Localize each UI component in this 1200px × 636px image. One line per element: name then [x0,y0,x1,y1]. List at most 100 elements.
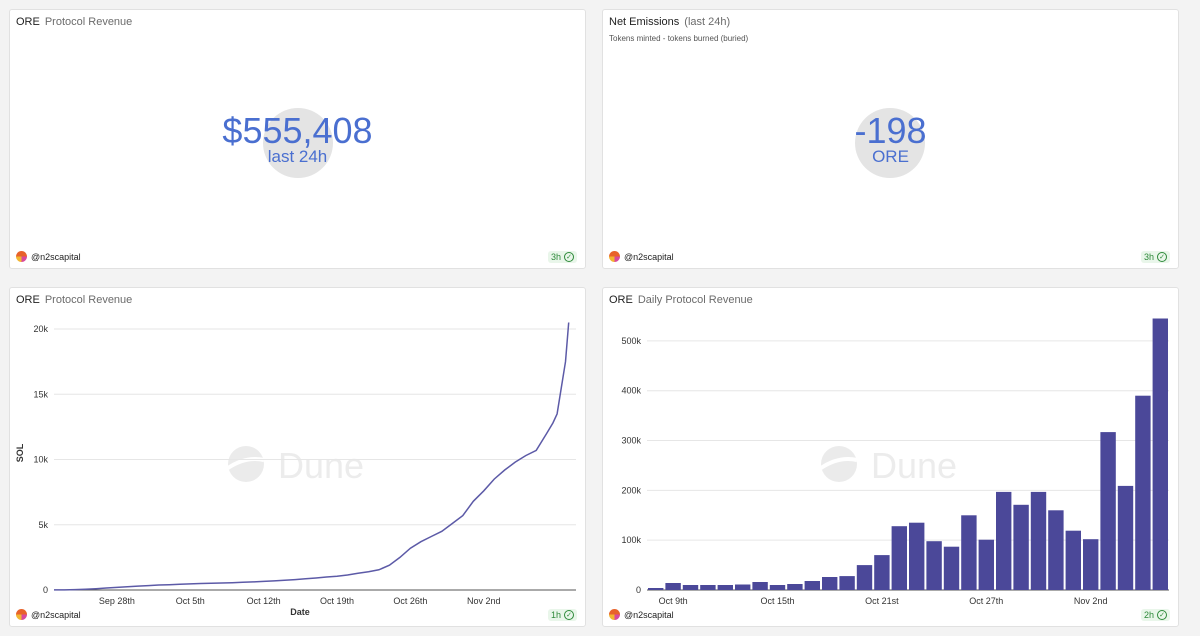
bar-chart: Dune 0 100k 200k 300k 400k 500k Oct 9th Oct 15… [621,318,1169,606]
bar-day-12 [856,565,873,590]
counter-value: -198 [854,110,927,151]
daily-revenue-panel: ORE Daily Protocol Revenue Dune 0 100k 200k… [602,287,1179,627]
refresh-time: 3h [1143,252,1154,262]
panel-description: Tokens minted - tokens burned (buried) [609,34,749,43]
bar-day-27 [1117,485,1134,590]
y-axis-label: SOL [15,443,25,462]
author-link[interactable]: @n2scapital [609,609,674,620]
bar-day-4 [717,585,733,590]
x-axis-label: Date [290,607,310,617]
x-tick-label: Sep 28th [99,596,135,606]
panel-title: ORE Daily Protocol Revenue [609,294,753,306]
refresh-badge[interactable]: 3h ✓ [547,251,577,263]
bar-day-28 [1135,395,1151,590]
series-line-sol [54,322,570,591]
bar-day-17 [943,546,960,590]
bar-day-29 [1152,318,1168,590]
bar-day-6 [752,582,768,590]
panel-title-sub: Protocol Revenue [44,16,133,28]
x-tick-label: Oct 5th [176,596,205,606]
panel-title-sub: (last 24h) [684,16,731,28]
watermark-text: Dune [278,445,364,486]
dune-logo-icon [228,446,264,482]
bar-day-22 [1030,491,1047,590]
dune-logo-wave [819,457,858,470]
refresh-badge[interactable]: 1h ✓ [547,609,577,621]
author-link[interactable]: @n2scapital [16,251,81,262]
y-tick-label: 0 [43,585,48,595]
bar-day-18 [961,515,977,590]
panel-title: Net Emissions (last 24h) [609,16,730,28]
bar-day-15 [909,522,925,590]
counter-background-circle [263,108,333,178]
refresh-badge[interactable]: 2h ✓ [1140,609,1170,621]
author-name: @n2scapital [31,609,81,620]
panel-title: ORE Protocol Revenue [16,16,132,28]
avatar [609,609,620,620]
author-link[interactable]: @n2scapital [609,251,674,262]
avatar [16,609,27,620]
bar-day-5 [735,584,751,590]
x-tick-label: Oct 9th [659,596,688,606]
x-tick-label: Oct 19th [320,596,354,606]
author-name: @n2scapital [624,609,674,620]
refresh-time: 3h [550,252,561,262]
watermark-text: Dune [871,445,957,486]
panel-title: ORE Protocol Revenue [16,294,132,306]
bar-day-13 [874,555,890,590]
bar-day-1 [665,583,681,590]
bar-day-25 [1083,539,1099,590]
check-circle-icon: ✓ [1157,252,1167,262]
refresh-time: 2h [1143,610,1154,620]
panel-title-sub: Daily Protocol Revenue [637,294,753,306]
bar-day-16 [926,541,942,590]
y-tick-label: 200k [621,485,641,495]
x-tick-label: Nov 2nd [467,596,501,606]
x-tick-label: Oct 21st [865,596,899,606]
bar-day-21 [1013,504,1029,590]
x-tick-label: Oct 27th [969,596,1003,606]
author-link[interactable]: @n2scapital [16,609,81,620]
refresh-time: 1h [550,610,561,620]
refresh-badge[interactable]: 3h ✓ [1140,251,1170,263]
panel-title-main: Net Emissions [609,16,680,28]
panel-title-main: ORE [609,294,633,306]
author-name: @n2scapital [624,251,674,262]
panel-title-sub: Protocol Revenue [44,294,133,306]
bar-day-8 [787,584,803,590]
revenue-counter-panel: ORE Protocol Revenue $555,408 last 24h @n… [9,9,586,269]
avatar [609,251,620,262]
check-circle-icon: ✓ [564,610,574,620]
y-tick-label: 300k [621,436,641,446]
y-tick-label: 5k [38,520,48,530]
check-circle-icon: ✓ [564,252,574,262]
bar-day-14 [891,526,907,590]
y-tick-label: 500k [621,336,641,346]
y-tick-label: 100k [621,535,641,545]
bar-day-24 [1065,530,1081,590]
bar-day-2 [682,585,699,590]
bar-day-26 [1100,432,1116,590]
x-tick-label: Nov 2nd [1074,596,1108,606]
bar-day-11 [839,576,855,590]
dune-watermark: Dune [226,445,364,486]
panel-title-main: ORE [16,294,40,306]
counter-label: last 24h [267,147,328,166]
counter-area: -198 ORE [603,10,1178,268]
bar-day-0 [648,588,664,590]
bar-day-7 [769,585,786,590]
avatar [16,251,27,262]
counter-label: ORE [872,147,909,166]
line-chart: Dune 0 5k 10k 15k 20k Sep 28th Oct 5th Oct 12t… [15,322,576,617]
counter-value: $555,408 [222,110,373,151]
y-tick-label: 15k [33,389,48,399]
y-tick-label: 10k [33,455,48,465]
x-tick-label: Oct 15th [760,596,794,606]
author-name: @n2scapital [31,251,81,262]
counter-area: $555,408 last 24h [10,10,585,268]
y-tick-label: 20k [33,324,48,334]
x-tick-label: Oct 26th [393,596,427,606]
y-tick-label: 400k [621,386,641,396]
y-tick-label: 0 [636,585,641,595]
bar-day-20 [996,491,1012,590]
